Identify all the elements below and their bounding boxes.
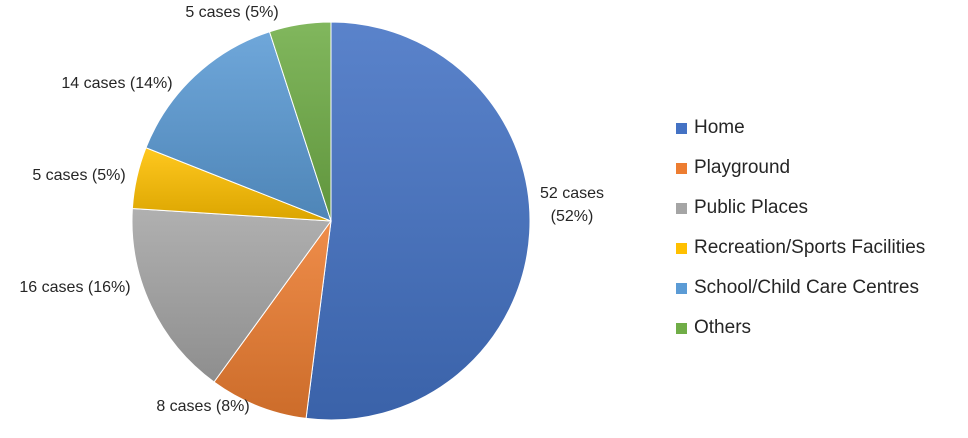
legend-swatch-home <box>676 122 687 134</box>
pie-slice-playground <box>213 220 332 419</box>
legend-item-recreation-sports-facilities: Recreation/Sports Facilities <box>676 228 966 268</box>
legend-item-playground: Playground <box>676 148 966 188</box>
legend-item-public-places: Public Places <box>676 188 966 228</box>
pie-slice-public-places <box>131 207 332 383</box>
legend-label: Public Places <box>694 197 809 218</box>
legend-label: Recreation/Sports Facilities <box>694 237 926 258</box>
legend-swatch-school-child-care-centres <box>676 282 687 294</box>
legend: Home Playground Public Places Recreation/Sp… <box>676 108 966 348</box>
pie-slice-others <box>268 21 332 222</box>
legend-swatch-public-places <box>676 202 687 214</box>
data-label-home: 52 cases (52%) <box>540 185 604 225</box>
legend-swatch-recreation-sports-facilities <box>676 242 687 254</box>
data-label-public-places: 16 cases (16%) <box>19 279 130 296</box>
pie-slice-home <box>305 21 531 421</box>
legend-label: School/Child Care Centres <box>694 277 919 298</box>
legend-label: Home <box>694 117 745 138</box>
legend-swatch-others <box>676 322 687 334</box>
data-label-recreation-sports-facilities: 5 cases (5%) <box>32 167 125 184</box>
data-label-playground: 8 cases (8%) <box>156 398 249 415</box>
data-label-school-child-care-centres: 14 cases (14%) <box>61 75 172 92</box>
data-label-others: 5 cases (5%) <box>185 4 278 21</box>
legend-swatch-playground <box>676 162 687 174</box>
legend-item-home: Home <box>676 108 966 148</box>
legend-label: Others <box>694 317 752 338</box>
pie-data-labels: 52 cases (52%) 8 cases (8%) 16 cases (16%) 5… <box>19 4 604 415</box>
legend-label: Playground <box>694 157 791 178</box>
pie-slices <box>131 21 531 421</box>
legend-item-others: Others <box>676 308 966 348</box>
legend-item-school-child-care-centres: School/Child Care Centres <box>676 268 966 308</box>
